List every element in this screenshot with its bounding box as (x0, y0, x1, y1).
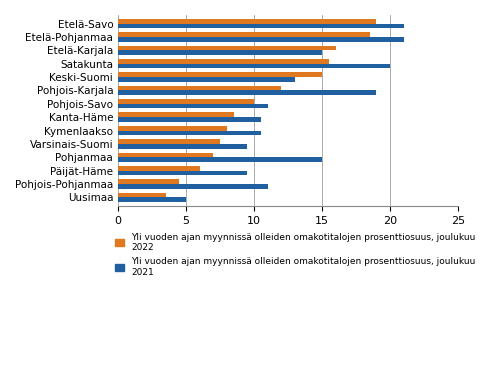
Bar (118, 197, 186, 202)
Bar (118, 144, 247, 149)
Bar (118, 166, 200, 171)
Bar (118, 152, 213, 157)
Bar (118, 139, 220, 144)
Bar (118, 32, 370, 37)
Bar (118, 37, 404, 42)
Legend: Yli vuoden ajan myynnissä olleiden omakotitalojen prosenttiosuus, joulukuu
2022,: Yli vuoden ajan myynnissä olleiden omako… (111, 229, 479, 280)
Bar (118, 46, 336, 50)
Bar (118, 117, 261, 122)
Bar (118, 104, 268, 109)
Bar (118, 179, 179, 184)
Bar (118, 157, 322, 162)
Bar (118, 126, 227, 131)
Bar (118, 59, 329, 64)
Bar (118, 24, 404, 28)
Bar (118, 171, 247, 175)
Bar (118, 77, 295, 82)
Bar (118, 64, 390, 69)
Bar (118, 184, 268, 189)
Bar (118, 19, 376, 24)
Bar (118, 72, 322, 77)
Bar (118, 192, 166, 197)
Bar (118, 86, 281, 90)
Bar (118, 112, 234, 117)
Bar (118, 90, 376, 95)
Bar (118, 131, 261, 135)
Bar (118, 99, 254, 104)
Bar (118, 50, 322, 55)
